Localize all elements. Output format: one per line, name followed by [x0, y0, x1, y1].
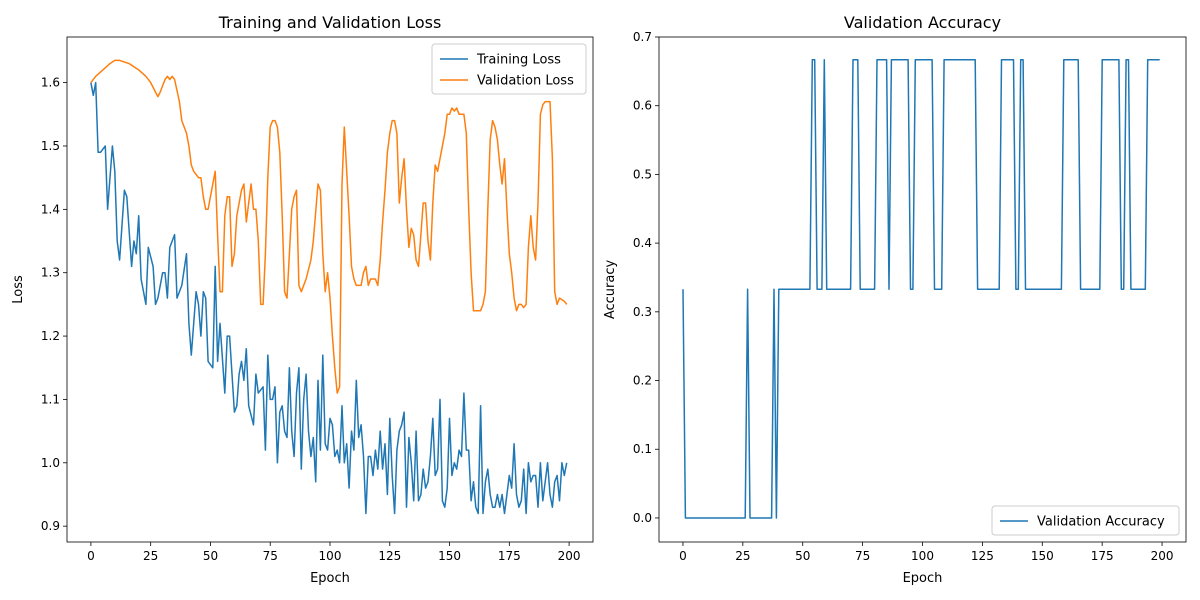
- x-tick-label: 175: [498, 549, 521, 563]
- x-tick-label: 50: [203, 549, 218, 563]
- series-line-validation-loss: [90, 59, 568, 394]
- x-tick-label: 200: [558, 549, 581, 563]
- x-tick-label: 100: [911, 549, 934, 563]
- x-tick-label: 75: [263, 549, 278, 563]
- legend-box: [991, 505, 1180, 536]
- y-tick-label: 0.2: [633, 374, 652, 388]
- y-tick-label: 0.1: [633, 442, 652, 456]
- legend-label: Training Loss: [476, 53, 561, 68]
- y-tick-label: 0.0: [633, 511, 652, 525]
- x-tick-label: 200: [1151, 549, 1174, 563]
- legend: Validation Accuracy: [991, 505, 1180, 536]
- x-tick-label: 100: [319, 549, 342, 563]
- y-tick-label: 1.2: [41, 329, 60, 343]
- x-tick-label: 75: [855, 549, 870, 563]
- x-tick-label: 0: [87, 549, 95, 563]
- y-tick-label: 0.3: [633, 305, 652, 319]
- x-tick-label: 175: [1091, 549, 1114, 563]
- plot-frame: [658, 36, 1187, 543]
- chart-title: Validation Accuracy: [844, 13, 1001, 32]
- y-tick-label: 0.9: [41, 519, 60, 533]
- legend-label: Validation Accuracy: [1037, 515, 1165, 530]
- plot-frame: [66, 36, 594, 543]
- y-tick-label: 1.1: [41, 392, 60, 406]
- legend-box: [431, 43, 587, 95]
- y-tick-label: 0.4: [633, 236, 652, 250]
- y-tick-label: 0.5: [633, 167, 652, 181]
- x-tick-label: 0: [679, 549, 687, 563]
- chart-loss: Training and Validation Loss Epoch Loss 0 25…: [11, 13, 594, 586]
- x-tick-label: 150: [1031, 549, 1054, 563]
- x-tick-label: 50: [795, 549, 810, 563]
- x-tick-label: 150: [438, 549, 461, 563]
- series-line-training-loss: [90, 81, 568, 515]
- y-tick-label: 1.5: [41, 139, 60, 153]
- x-tick-label: 125: [971, 549, 994, 563]
- x-tick-label: 125: [378, 549, 401, 563]
- y-axis-label: Loss: [11, 275, 26, 304]
- chart-accuracy: Validation Accuracy Epoch Accuracy 0 25 50 75 1…: [603, 13, 1187, 586]
- legend-label: Validation Loss: [477, 74, 574, 89]
- y-tick-label: 1.6: [41, 76, 60, 90]
- y-axis-label: Accuracy: [603, 260, 618, 320]
- y-tick-label: 0.6: [633, 99, 652, 113]
- y-tick-label: 0.7: [633, 30, 652, 44]
- y-tick-label: 1.0: [41, 456, 60, 470]
- y-tick-label: 1.3: [41, 266, 60, 280]
- legend: Training Loss Validation Loss: [431, 43, 587, 95]
- x-tick-label: 25: [143, 549, 158, 563]
- chart-title: Training and Validation Loss: [218, 13, 442, 32]
- x-axis-label: Epoch: [310, 571, 350, 586]
- y-tick-label: 1.4: [41, 202, 60, 216]
- series-line-validation-accuracy: [682, 58, 1160, 519]
- x-tick-label: 25: [735, 549, 750, 563]
- x-axis-label: Epoch: [903, 571, 943, 586]
